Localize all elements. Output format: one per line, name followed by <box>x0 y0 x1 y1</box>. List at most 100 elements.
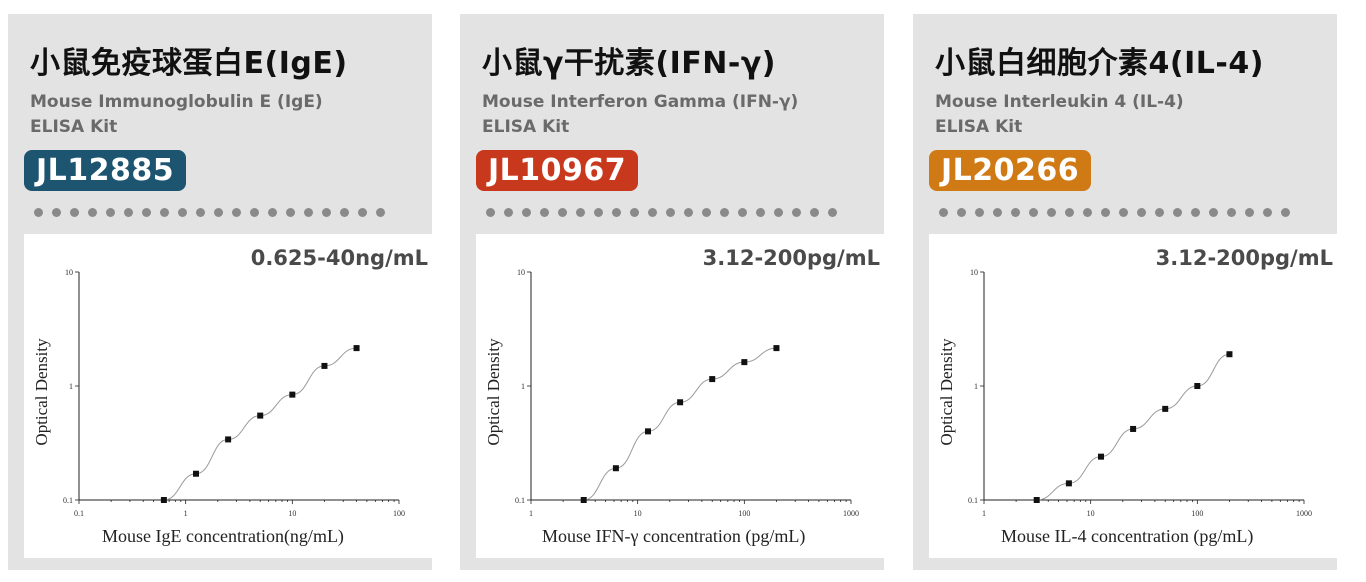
divider-dot <box>1065 208 1074 217</box>
divider-dot <box>322 208 331 217</box>
data-point <box>1162 405 1169 412</box>
divider-dot <box>214 208 223 217</box>
x-tick-label: 1 <box>982 509 986 518</box>
divider-dot <box>268 208 277 217</box>
x-tick-label: 100 <box>1191 509 1203 518</box>
divider-dot <box>666 208 675 217</box>
dot-divider <box>939 208 1290 220</box>
divider-dot <box>630 208 639 217</box>
y-tick-label: 0.1 <box>63 496 73 505</box>
dot-divider <box>34 208 385 220</box>
divider-dot <box>684 208 693 217</box>
divider-dot <box>939 208 948 217</box>
divider-dot <box>250 208 259 217</box>
detection-range: 3.12-200pg/mL <box>702 246 880 270</box>
y-axis-label-text: Optical Density <box>937 338 956 446</box>
chart-svg: 0.1 1 10 100 10 1 0.1 <box>63 268 405 518</box>
divider-dot <box>720 208 729 217</box>
data-point <box>289 391 296 398</box>
x-tick-label: 0.1 <box>74 509 84 518</box>
data-point <box>257 412 264 419</box>
standard-curve-chart: 1 10 100 1000 10 1 0.1 3.12-200pg/mL Optical D… <box>476 234 886 558</box>
standard-curve-chart: 1 10 100 1000 10 1 0.1 3.12-200pg/mL Optical D… <box>929 234 1339 558</box>
x-axis-label: Mouse IL-4 concentration (pg/mL) <box>1001 526 1254 546</box>
product-title: 小鼠γ干扰素(IFN-γ) <box>482 46 777 81</box>
catalog-badge: JL20266 <box>929 150 1092 191</box>
x-axis-label: Mouse IFN-γ concentration (pg/mL) <box>542 526 806 546</box>
y-tick-label: 10 <box>970 268 978 277</box>
divider-dot <box>594 208 603 217</box>
data-point <box>193 470 200 477</box>
divider-dot <box>358 208 367 217</box>
divider-dot <box>304 208 313 217</box>
divider-dot <box>1029 208 1038 217</box>
x-tick-label: 1 <box>184 509 188 518</box>
divider-dot <box>612 208 621 217</box>
divider-dot <box>756 208 765 217</box>
divider-dot <box>340 208 349 217</box>
product-card-il-4[interactable]: 小鼠白细胞介素4(IL-4) Mouse Interleukin 4 (IL-4… <box>913 14 1339 570</box>
y-tick-label: 0.1 <box>515 496 525 505</box>
y-tick-label: 10 <box>65 268 73 277</box>
x-tick-label: 10 <box>634 509 642 518</box>
standard-curve-chart: 0.1 1 10 100 10 1 0.1 0.625-40ng/mL Optical De… <box>24 234 434 558</box>
product-title: 小鼠免疫球蛋白E(IgE) <box>30 46 348 81</box>
divider-dot <box>1155 208 1164 217</box>
divider-dot <box>504 208 513 217</box>
product-card-ige[interactable]: 小鼠免疫球蛋白E(IgE) Mouse Immunoglobulin E (Ig… <box>8 14 434 570</box>
chart-svg: 1 10 100 1000 10 1 0.1 <box>968 268 1312 518</box>
divider-dot <box>376 208 385 217</box>
data-point <box>160 497 167 503</box>
x-tick-label: 1000 <box>1296 509 1312 518</box>
divider-dot <box>702 208 711 217</box>
data-point <box>1033 497 1040 503</box>
divider-dot <box>975 208 984 217</box>
product-subtitle-line2: ELISA Kit <box>482 117 570 137</box>
divider-dot <box>1101 208 1110 217</box>
y-tick-label: 1 <box>974 382 978 391</box>
data-point <box>1065 480 1072 487</box>
divider-dot <box>1191 208 1200 217</box>
product-subtitle: Mouse Immunoglobulin E (IgE) ELISA Kit <box>30 90 323 140</box>
product-subtitle-line2: ELISA Kit <box>30 117 118 137</box>
divider-dot <box>286 208 295 217</box>
data-point <box>1194 383 1201 389</box>
divider-dot <box>810 208 819 217</box>
divider-dot <box>648 208 657 217</box>
divider-dot <box>774 208 783 217</box>
chart-svg: 1 10 100 1000 10 1 0.1 <box>515 268 859 518</box>
detection-range: 3.12-200pg/mL <box>1155 246 1333 270</box>
data-point <box>1130 425 1137 432</box>
x-tick-label: 10 <box>288 509 296 518</box>
divider-dot <box>522 208 531 217</box>
divider-dot <box>540 208 549 217</box>
divider-dot <box>486 208 495 217</box>
divider-dot <box>1047 208 1056 217</box>
data-point <box>677 399 684 406</box>
divider-dot <box>576 208 585 217</box>
divider-dot <box>124 208 133 217</box>
data-point <box>225 436 232 443</box>
divider-dot <box>738 208 747 217</box>
divider-dot <box>1011 208 1020 217</box>
product-subtitle-line2: ELISA Kit <box>935 117 1023 137</box>
product-subtitle: Mouse Interferon Gamma (IFN-γ) ELISA Kit <box>482 90 798 140</box>
data-point <box>741 359 748 366</box>
detection-range: 0.625-40ng/mL <box>250 246 428 270</box>
fit-curve <box>163 347 357 501</box>
divider-dot <box>1173 208 1182 217</box>
y-axis-label-text: Optical Density <box>484 338 503 446</box>
product-subtitle-line1: Mouse Interleukin 4 (IL-4) <box>935 92 1184 112</box>
divider-dot <box>1137 208 1146 217</box>
divider-dot <box>34 208 43 217</box>
product-card-ifn-gamma[interactable]: 小鼠γ干扰素(IFN-γ) Mouse Interferon Gamma (IF… <box>460 14 886 570</box>
product-subtitle-line1: Mouse Interferon Gamma (IFN-γ) <box>482 92 799 112</box>
data-point <box>645 428 652 435</box>
x-tick-label: 100 <box>393 509 405 518</box>
divider-dot <box>196 208 205 217</box>
divider-dot <box>52 208 61 217</box>
data-point <box>1226 351 1233 358</box>
y-axis-label-text: Optical Density <box>32 338 51 446</box>
product-subtitle: Mouse Interleukin 4 (IL-4) ELISA Kit <box>935 90 1184 140</box>
divider-dot <box>1263 208 1272 217</box>
